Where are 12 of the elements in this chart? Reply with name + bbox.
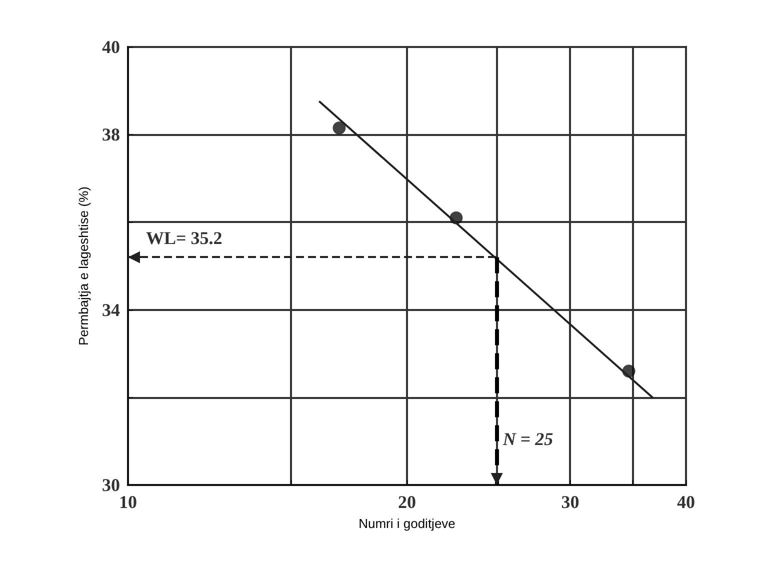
y-tick-label: 30	[102, 475, 120, 495]
x-tick-label: 20	[398, 492, 416, 512]
y-tick-label: 40	[102, 37, 120, 57]
y-axis-title: Permbajtja e lageshtise (%)	[76, 186, 91, 346]
ref-line-label: WL= 35.2	[146, 228, 222, 248]
x-axis-title: Numri i goditjeve	[358, 516, 456, 531]
y-tick-label: 34	[102, 300, 120, 320]
x-tick-label: 10	[119, 492, 137, 512]
y-tick-label: 38	[102, 124, 120, 145]
x-tick-label: 30	[561, 492, 580, 512]
ref-line-label: N = 25	[502, 429, 554, 449]
x-tick-label: 40	[677, 492, 695, 512]
